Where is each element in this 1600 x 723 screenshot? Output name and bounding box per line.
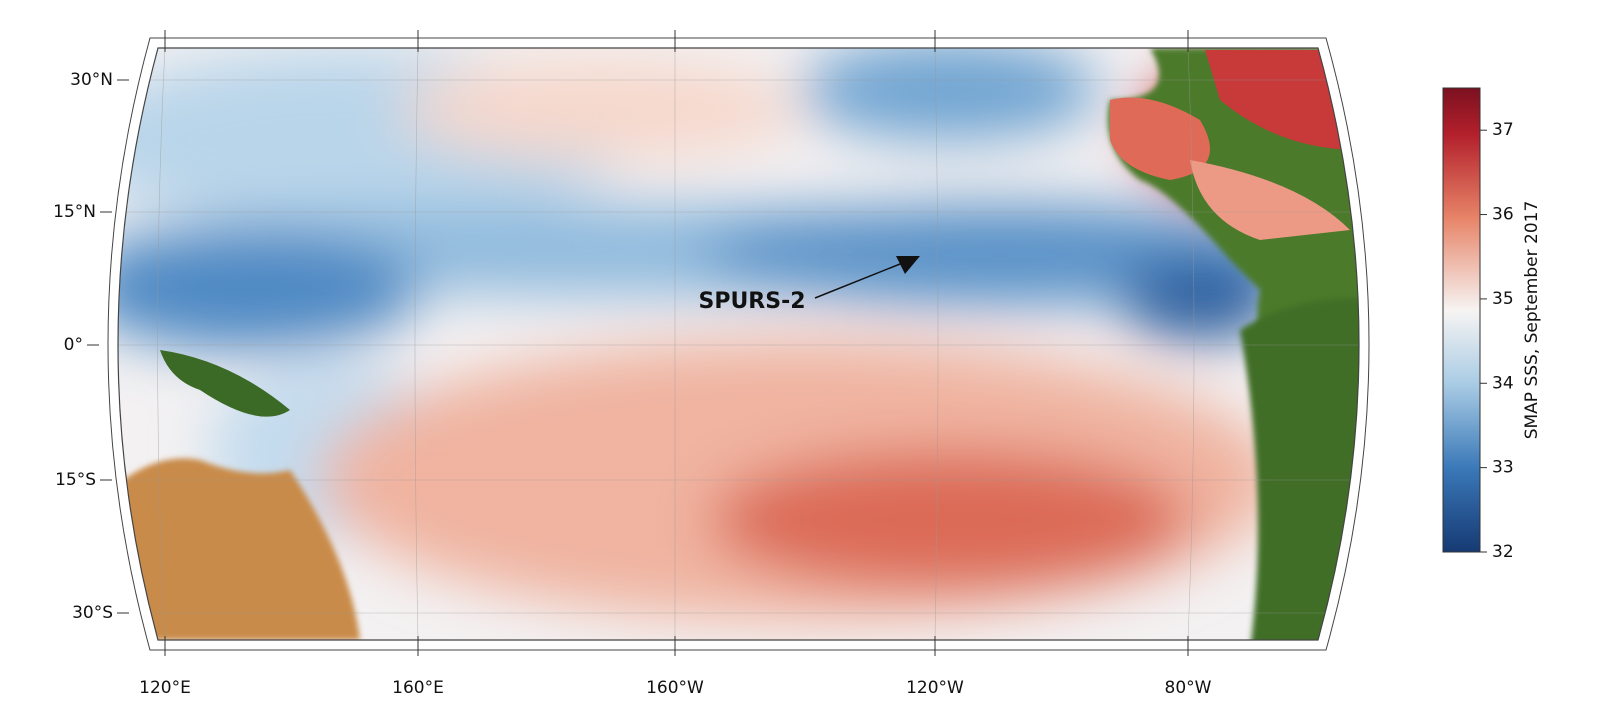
lon-label: 160°E (392, 678, 444, 698)
map-frame (117, 47, 1360, 641)
colorbar (1442, 87, 1481, 553)
lon-label: 160°W (646, 678, 704, 698)
lat-label: 15°S (55, 470, 96, 490)
colorbar-tick-label: 33 (1492, 458, 1514, 478)
map-outer-frame (107, 37, 1370, 651)
lat-label: 0° (64, 335, 83, 355)
lat-label: 30°N (70, 70, 113, 90)
lon-label: 80°W (1165, 678, 1212, 698)
annotation: SPURS-2 (698, 289, 805, 314)
lon-label: 120°W (906, 678, 964, 698)
arrow-head (896, 256, 920, 274)
arrow-line (814, 261, 906, 299)
colorbar-tick-label: 36 (1492, 205, 1514, 225)
lat-label: 15°N (53, 202, 96, 222)
colorbar-tick-label: 32 (1492, 542, 1514, 562)
sss-field (118, 48, 1359, 640)
graticule (118, 48, 1359, 640)
colorbar-label: SMAP SSS, September 2017 (1522, 201, 1542, 440)
colorbar-tick-label: 35 (1492, 289, 1514, 309)
lon-label: 120°E (139, 678, 191, 698)
lat-label: 30°S (72, 603, 113, 623)
colorbar-tick-label: 37 (1492, 120, 1514, 140)
colorbar-tick-label: 34 (1492, 373, 1514, 393)
